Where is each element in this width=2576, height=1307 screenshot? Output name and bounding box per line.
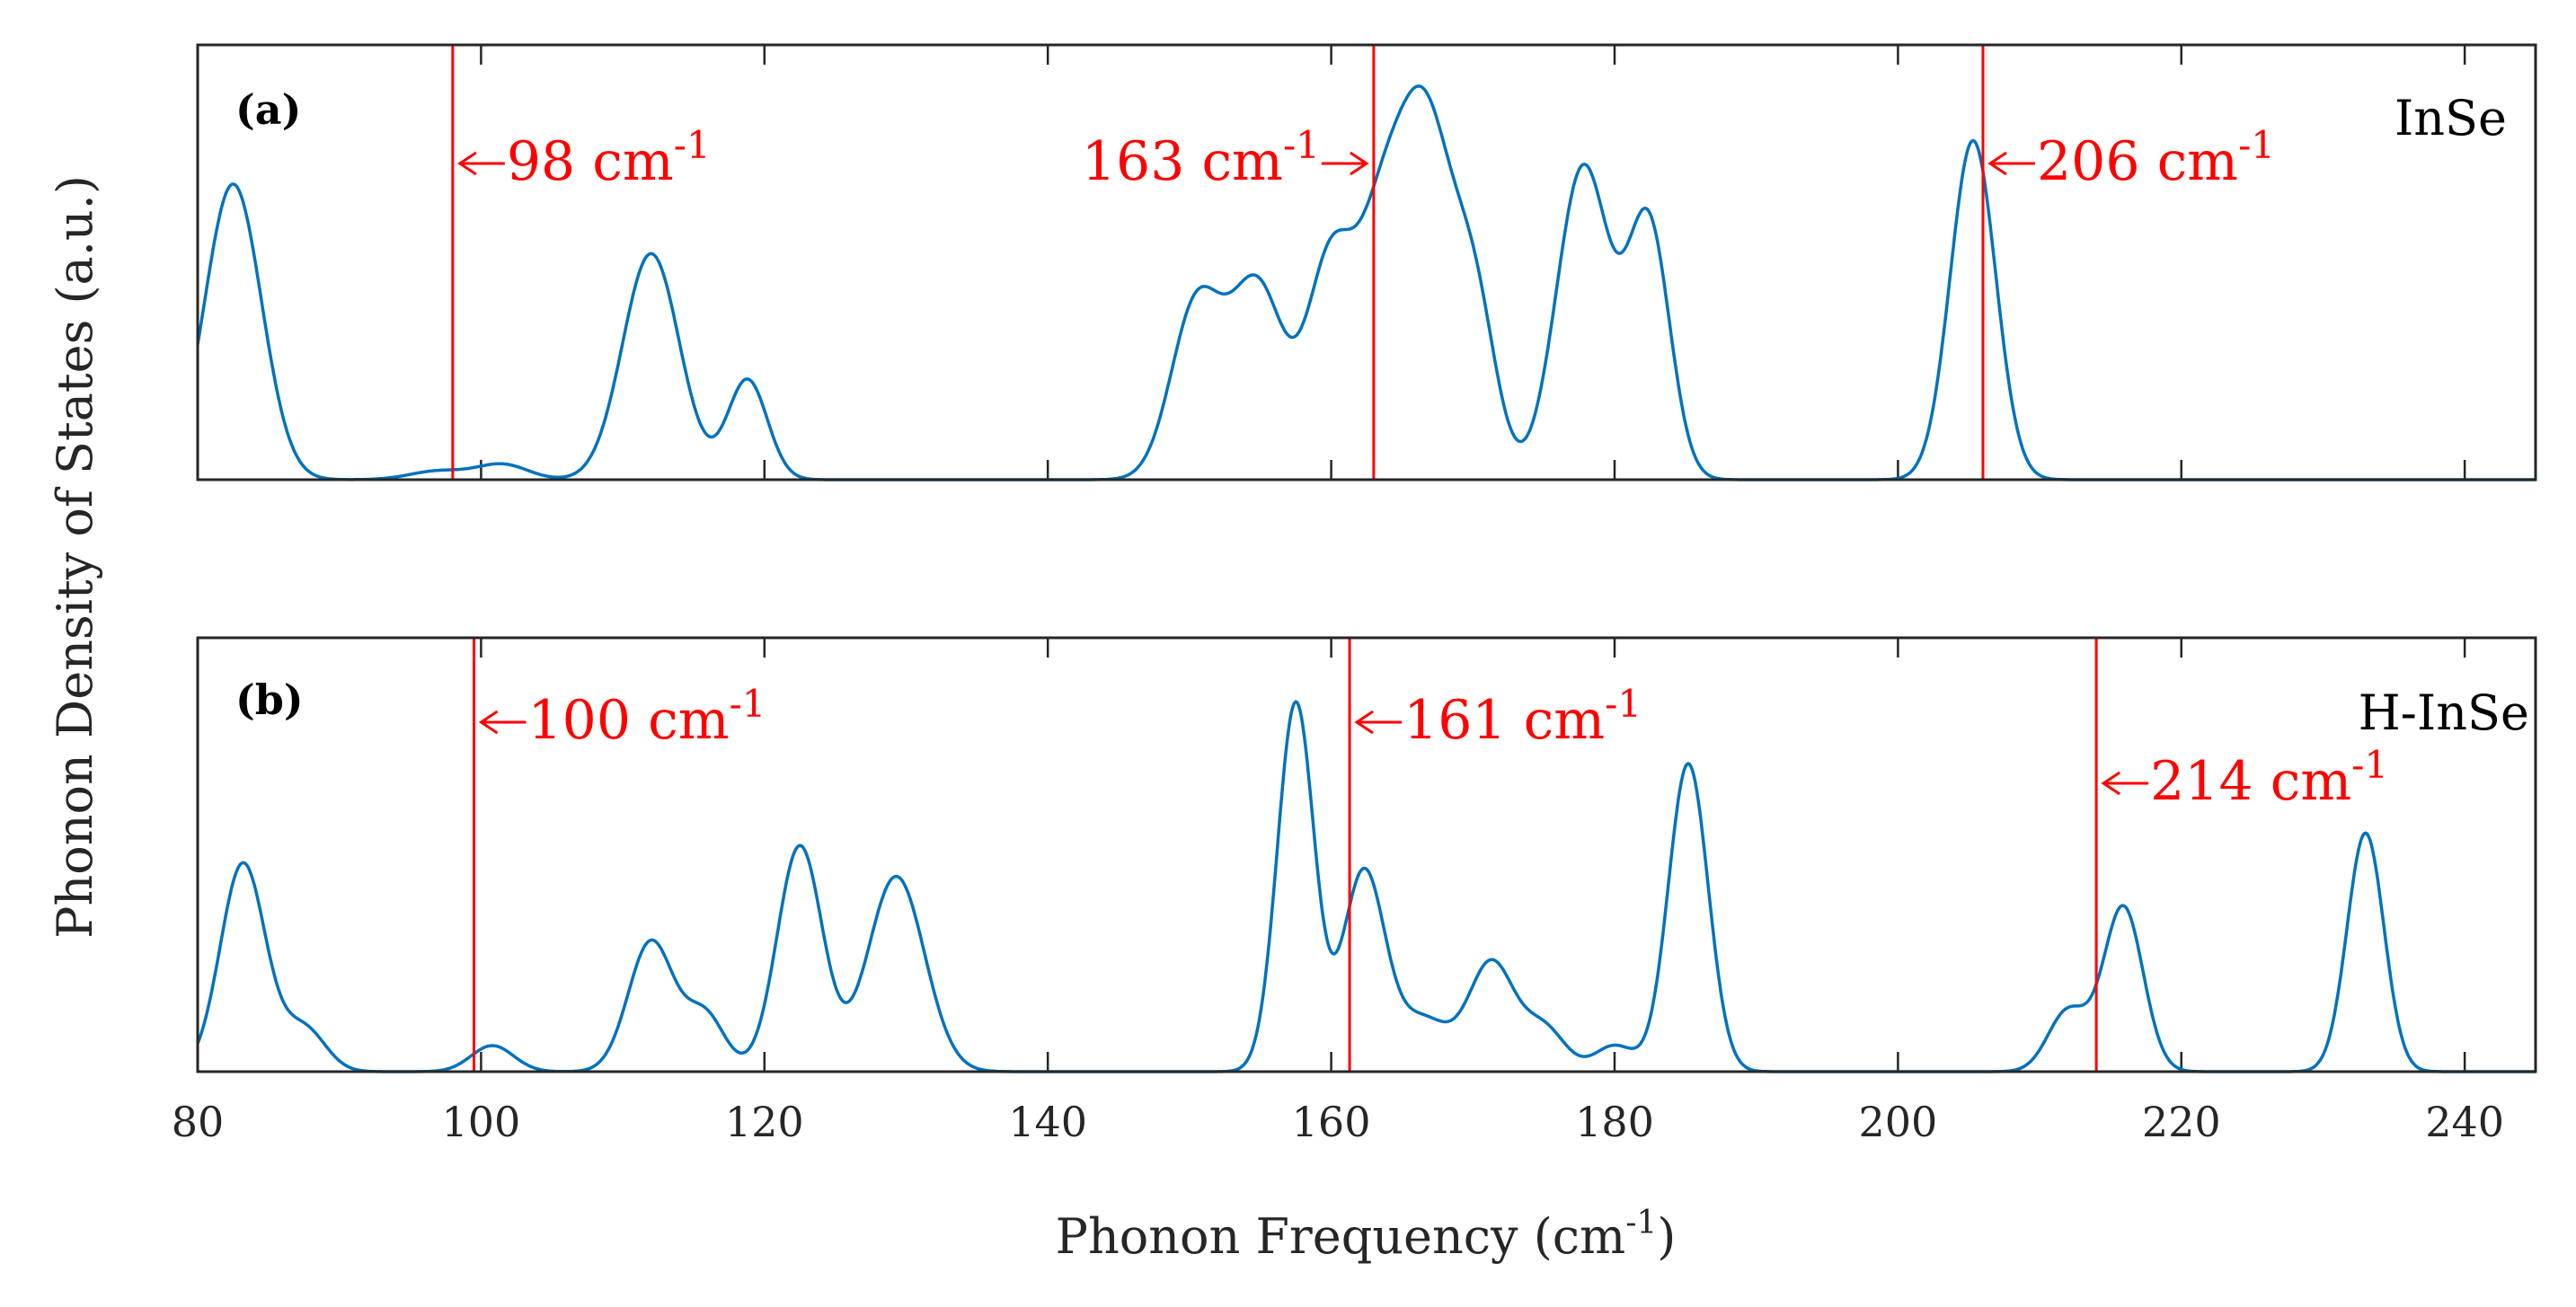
- x-tick-label: 120: [725, 1098, 804, 1146]
- x-tick-label: 200: [1858, 1098, 1937, 1146]
- marker-arrowhead-161: [1354, 710, 1374, 735]
- panel-b-frame: [196, 636, 2537, 1073]
- marker-label-214: 214 cm-1: [2150, 743, 2388, 813]
- x-tick-label: 140: [1008, 1098, 1087, 1146]
- panel-b-material-label: H-InSe: [2359, 684, 2529, 741]
- marker-label-100: 100 cm-1: [528, 682, 766, 752]
- x-axis-title-close: ): [1657, 1208, 1676, 1265]
- marker-arrowhead-163: [1350, 151, 1369, 176]
- x-tick-label: 180: [1575, 1098, 1654, 1146]
- x-tick-label: 160: [1292, 1098, 1371, 1146]
- marker-label-161: 161 cm-1: [1403, 682, 1642, 752]
- panel-b-label: (b): [235, 676, 304, 724]
- x-tick-label: 240: [2425, 1098, 2504, 1146]
- panel-a-frame: [196, 43, 2537, 481]
- panel-b: 80 100 120 140 160 180 200 220 240 100 cm-1 161 c…: [172, 636, 2537, 1146]
- x-axis-title-main: Phonon Frequency (cm: [1056, 1208, 1626, 1265]
- x-axis-title-sup: -1: [1625, 1205, 1657, 1241]
- marker-label-98: 98 cm-1: [507, 123, 711, 193]
- marker-arrowhead-214: [2101, 771, 2120, 796]
- x-tick-label: 220: [2142, 1098, 2221, 1146]
- marker-arrowhead-100: [478, 710, 499, 735]
- marker-label-206: 206 cm-1: [2037, 123, 2275, 193]
- panel-b-ticks: 80 100 120 140 160 180 200 220 240: [172, 638, 2504, 1146]
- panel-a-ticks: [196, 45, 2466, 480]
- marker-arrowhead-206: [1987, 151, 2007, 176]
- panel-a: 98 cm-1 163 cm-1 206 cm-1 (a) InSe: [196, 43, 2537, 481]
- x-tick-label: 100: [441, 1098, 520, 1146]
- marker-arrowhead-98: [457, 151, 477, 176]
- panel-b-dos-curve: [196, 700, 2536, 1073]
- x-axis-title: Phonon Frequency (cm-1): [1056, 1205, 1677, 1265]
- panel-a-material-label: InSe: [2395, 90, 2507, 146]
- y-axis-title: Phonon Density of States (a.u.): [47, 175, 103, 939]
- panel-a-markers: 98 cm-1 163 cm-1 206 cm-1: [451, 45, 2275, 480]
- marker-label-163: 163 cm-1: [1082, 123, 1320, 193]
- panel-b-markers: 100 cm-1 161 cm-1 214 cm-1: [473, 638, 2388, 1072]
- panel-a-label: (a): [235, 85, 301, 134]
- x-tick-label: 80: [172, 1098, 225, 1146]
